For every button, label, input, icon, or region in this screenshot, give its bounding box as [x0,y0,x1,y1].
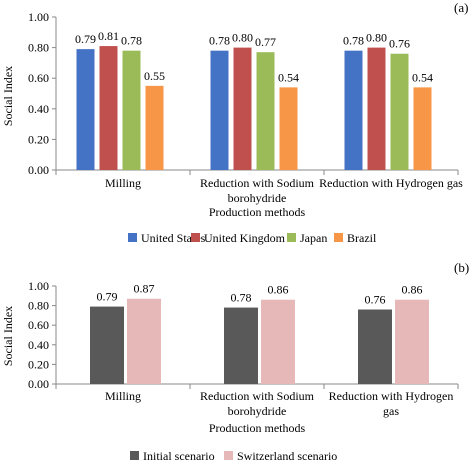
data-label: 0.55 [144,69,165,83]
legend-swatch [287,233,296,242]
bar [122,50,141,170]
y-tick-label: 0.60 [28,71,49,85]
legend-swatch [128,233,137,242]
bar [390,53,409,170]
y-tick-label: 0.60 [28,318,49,332]
y-tick-label: 1.00 [28,10,49,24]
bar [344,50,363,170]
y-tick-label: 1.00 [28,279,49,293]
x-tick-label: Milling [105,389,141,403]
panel-label: (a) [454,0,468,15]
bar [367,47,386,170]
data-label: 0.78 [343,34,364,48]
data-label: 0.76 [389,37,410,51]
data-label: 0.80 [366,31,387,45]
data-label: 0.54 [412,70,433,84]
bar [224,307,258,384]
y-tick-label: 0.20 [28,357,49,371]
x-tick-label: Reduction with Hydrogen gas [319,176,463,190]
bar [99,46,118,170]
y-tick-label: 0.20 [28,132,49,146]
x-tick-label: Reduction with Hydrogen [329,389,454,403]
legend-label: Initial scenario [143,449,215,463]
bar [261,299,295,384]
data-label: 0.87 [134,282,155,296]
legend-swatch [130,451,139,460]
bar [210,50,229,170]
data-label: 0.79 [75,32,96,46]
bar [413,87,432,170]
y-tick-label: 0.40 [28,338,49,352]
x-tick-label: Milling [105,176,141,190]
legend-label: United States [141,231,206,245]
data-label: 0.76 [365,293,386,307]
chart-panel-b: 0.00 0.20 0.40 0.60 0.80 1.00 0.79 0.87 Milling 0… [1,260,469,463]
bar [90,306,124,384]
x-axis-title: Production methods [209,205,306,219]
x-tick-label: gas [383,404,399,418]
x-tick-label: Reduction with Sodium [200,389,315,403]
y-tick-label: 0.80 [28,41,49,55]
legend-label: Brazil [347,231,377,245]
bar [395,299,429,384]
bar [76,49,95,170]
y-tick-label: 0.40 [28,102,49,116]
x-tick-label: Reduction with Sodium [200,176,315,190]
legend-swatch [224,451,233,460]
x-tick-label: borohydride [228,191,287,205]
data-label: 0.81 [98,29,119,43]
legend-swatch [334,233,343,242]
legend-label: Switzerland scenario [237,449,337,463]
chart-panel-a: 0.000.200.400.600.801.000.79 0.81 0.780.55… [1,0,468,245]
legend-swatch [191,233,200,242]
bar [233,47,252,170]
bar [145,85,164,170]
panel-label: (b) [454,260,469,275]
y-tick-label: 0.80 [28,299,49,313]
data-label: 0.86 [402,283,423,297]
data-label: 0.54 [278,70,299,84]
y-tick-label: 0.00 [28,163,49,177]
y-axis-title: Social Index [1,306,15,366]
data-label: 0.78 [231,291,252,305]
x-axis-title: Production methods [209,421,306,435]
data-label: 0.78 [209,34,230,48]
y-tick-label: 0.00 [28,377,49,391]
bar [256,52,275,170]
legend-label: United Kingdom [204,231,286,245]
data-label: 0.79 [97,290,118,304]
data-label: 0.86 [268,283,289,297]
x-tick-label: borohydride [228,404,287,418]
data-label: 0.77 [255,35,276,49]
legend-label: Japan [300,231,327,245]
bar [358,309,392,384]
data-label: 0.80 [232,31,253,45]
bar [279,87,298,170]
data-label: 0.78 [121,34,142,48]
bar [127,298,161,384]
y-axis-title: Social Index [1,66,15,126]
